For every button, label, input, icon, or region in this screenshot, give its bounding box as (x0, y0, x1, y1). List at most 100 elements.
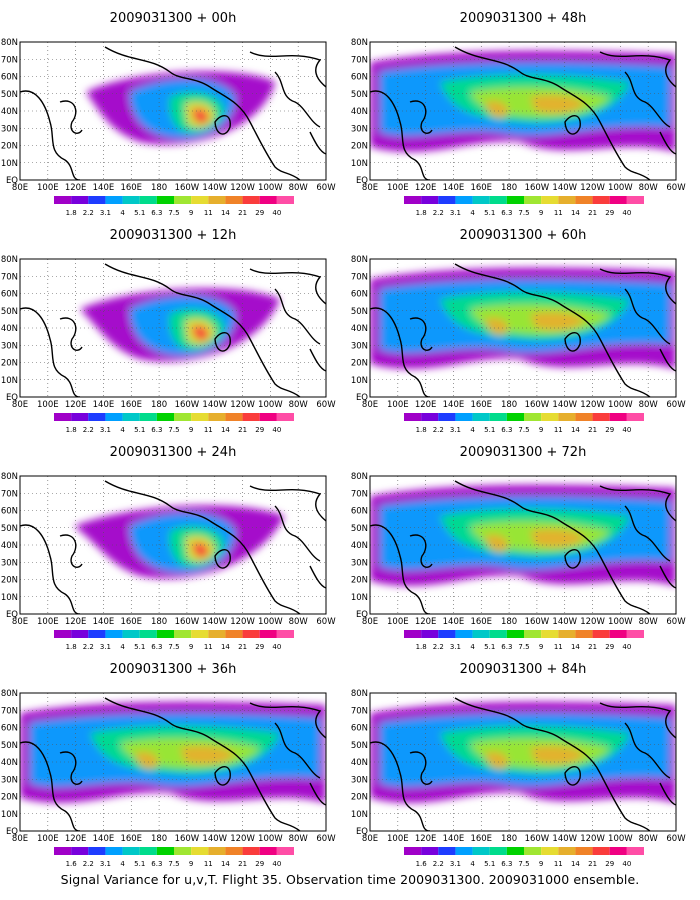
colorbar-swatch (259, 847, 277, 855)
coastlines (20, 480, 326, 614)
colorbar-swatch (421, 413, 439, 421)
y-tick-label: 80N (351, 255, 368, 265)
y-tick-label: 40N (351, 324, 368, 334)
colorbar-label: 9 (539, 860, 543, 868)
x-tick-label: 120W (580, 834, 605, 844)
y-tick-label: 30N (1, 341, 18, 351)
x-tick-label: 140E (443, 400, 465, 410)
colorbar-label: 9 (189, 860, 193, 868)
x-tick-label: 160E (470, 400, 492, 410)
colorbar-label: 11 (554, 426, 563, 434)
colorbar-label: 40 (622, 209, 631, 217)
y-tick-label: 30N (351, 124, 368, 134)
y-tick-label: EQ (356, 176, 368, 186)
x-tick-label: 100E (387, 400, 409, 410)
colorbar-swatch (122, 196, 140, 204)
colorbar-swatch (472, 630, 490, 638)
y-tick-label: 10N (351, 593, 368, 603)
colorbar-label: 21 (588, 209, 597, 217)
x-tick-label: 140E (93, 617, 115, 627)
coastline-line (409, 751, 433, 785)
map-panel-60h: 2009031300 + 60h 80E 100E 120E 140E 160E 180 16… (351, 228, 686, 434)
variance-field (74, 505, 285, 579)
x-tick-label: 60W (316, 183, 336, 193)
colorbar-swatch (225, 847, 243, 855)
colorbar-label: 9 (189, 643, 193, 651)
x-tick-label: 180 (501, 617, 517, 627)
y-tick-label: 70N (351, 272, 368, 282)
x-tick-label: 140E (93, 400, 115, 410)
variance-contour (530, 94, 585, 114)
colorbar-swatch (71, 630, 89, 638)
y-tick-label: 40N (351, 541, 368, 551)
x-tick-label: 160W (525, 834, 550, 844)
map-frame (19, 41, 327, 181)
map-panel-48h: 2009031300 + 48h 80E 100E 120E 140E 160E 180 16… (351, 11, 686, 217)
x-tick-label: 140E (443, 834, 465, 844)
coastline-line (249, 51, 326, 88)
coastline-line (309, 131, 326, 155)
colorbar-swatch (626, 413, 644, 421)
colorbar-swatch (71, 847, 89, 855)
x-tick-label: 120W (580, 400, 605, 410)
colorbar-swatch (404, 847, 422, 855)
colorbar-label: 2.2 (83, 643, 94, 651)
colorbar-label: 14 (221, 860, 230, 868)
x-tick-label: 140W (552, 617, 577, 627)
variance-contour (485, 534, 509, 552)
colorbar-swatch (455, 413, 473, 421)
coastline-line (274, 505, 321, 562)
coastline-line (564, 332, 581, 352)
variance-contour (530, 311, 585, 331)
colorbar-swatch (259, 413, 277, 421)
x-tick-label: 100E (387, 183, 409, 193)
coastline-line (659, 565, 676, 589)
colorbar-label: 9 (189, 426, 193, 434)
y-tick-label: 50N (351, 741, 368, 751)
colorbar-swatch (609, 196, 627, 204)
colorbar: 1.8 2.2 3.1 4 5.1 6.3 7.5 9 11 14 21 29 40 (54, 630, 294, 651)
coastline-line (559, 86, 651, 180)
colorbar-swatch (472, 196, 490, 204)
coastline-line (409, 317, 433, 351)
colorbar-swatch (156, 413, 174, 421)
x-tick-label: 160E (120, 834, 142, 844)
colorbar-swatch (54, 847, 72, 855)
colorbar-swatch (524, 413, 542, 421)
y-tick-label: 80N (1, 689, 18, 699)
coastline-line (559, 303, 651, 397)
colorbar: 1.8 2.2 3.1 4 5.1 6.3 7.5 9 11 14 21 29 40 (404, 630, 644, 651)
x-tick-label: 80W (639, 183, 659, 193)
y-tick-label: 30N (351, 341, 368, 351)
x-tick-label: 80W (639, 400, 659, 410)
coastline-line (104, 46, 211, 88)
x-tick-label: 120E (415, 400, 437, 410)
x-tick-label: 140E (443, 183, 465, 193)
coastline-line (59, 100, 83, 134)
map-panel-24h: 2009031300 + 24h 80E 100E 120E 140E 160E 180 16… (1, 445, 336, 651)
y-tick-label: 80N (351, 472, 368, 482)
y-tick-label: 30N (351, 775, 368, 785)
colorbar-label: 40 (272, 426, 281, 434)
colorbar-swatch (276, 413, 294, 421)
panel-title: 2009031300 + 24h (110, 445, 237, 460)
colorbar-label: 4 (120, 209, 125, 217)
panel-title: 2009031300 + 84h (460, 662, 587, 677)
x-tick-label: 160W (175, 834, 200, 844)
colorbar-label: 21 (238, 860, 247, 868)
coastline-line (624, 71, 671, 128)
coastline-line (454, 697, 561, 739)
x-tick-label: 80W (289, 183, 309, 193)
coastline-line (370, 524, 431, 614)
colorbar-label: 40 (622, 643, 631, 651)
map-frame (19, 475, 327, 615)
colorbar-label: 21 (588, 860, 597, 868)
y-tick-label: 50N (351, 524, 368, 534)
coastline-line (564, 766, 581, 786)
map-panel-72h: 2009031300 + 72h 80E 100E 120E 140E 160E 180 16… (351, 445, 686, 651)
variance-field (20, 701, 326, 803)
colorbar-swatch (592, 196, 610, 204)
colorbar-label: 7.5 (518, 426, 529, 434)
x-tick-label: 180 (151, 617, 167, 627)
colorbar-label: 1.8 (66, 643, 77, 651)
